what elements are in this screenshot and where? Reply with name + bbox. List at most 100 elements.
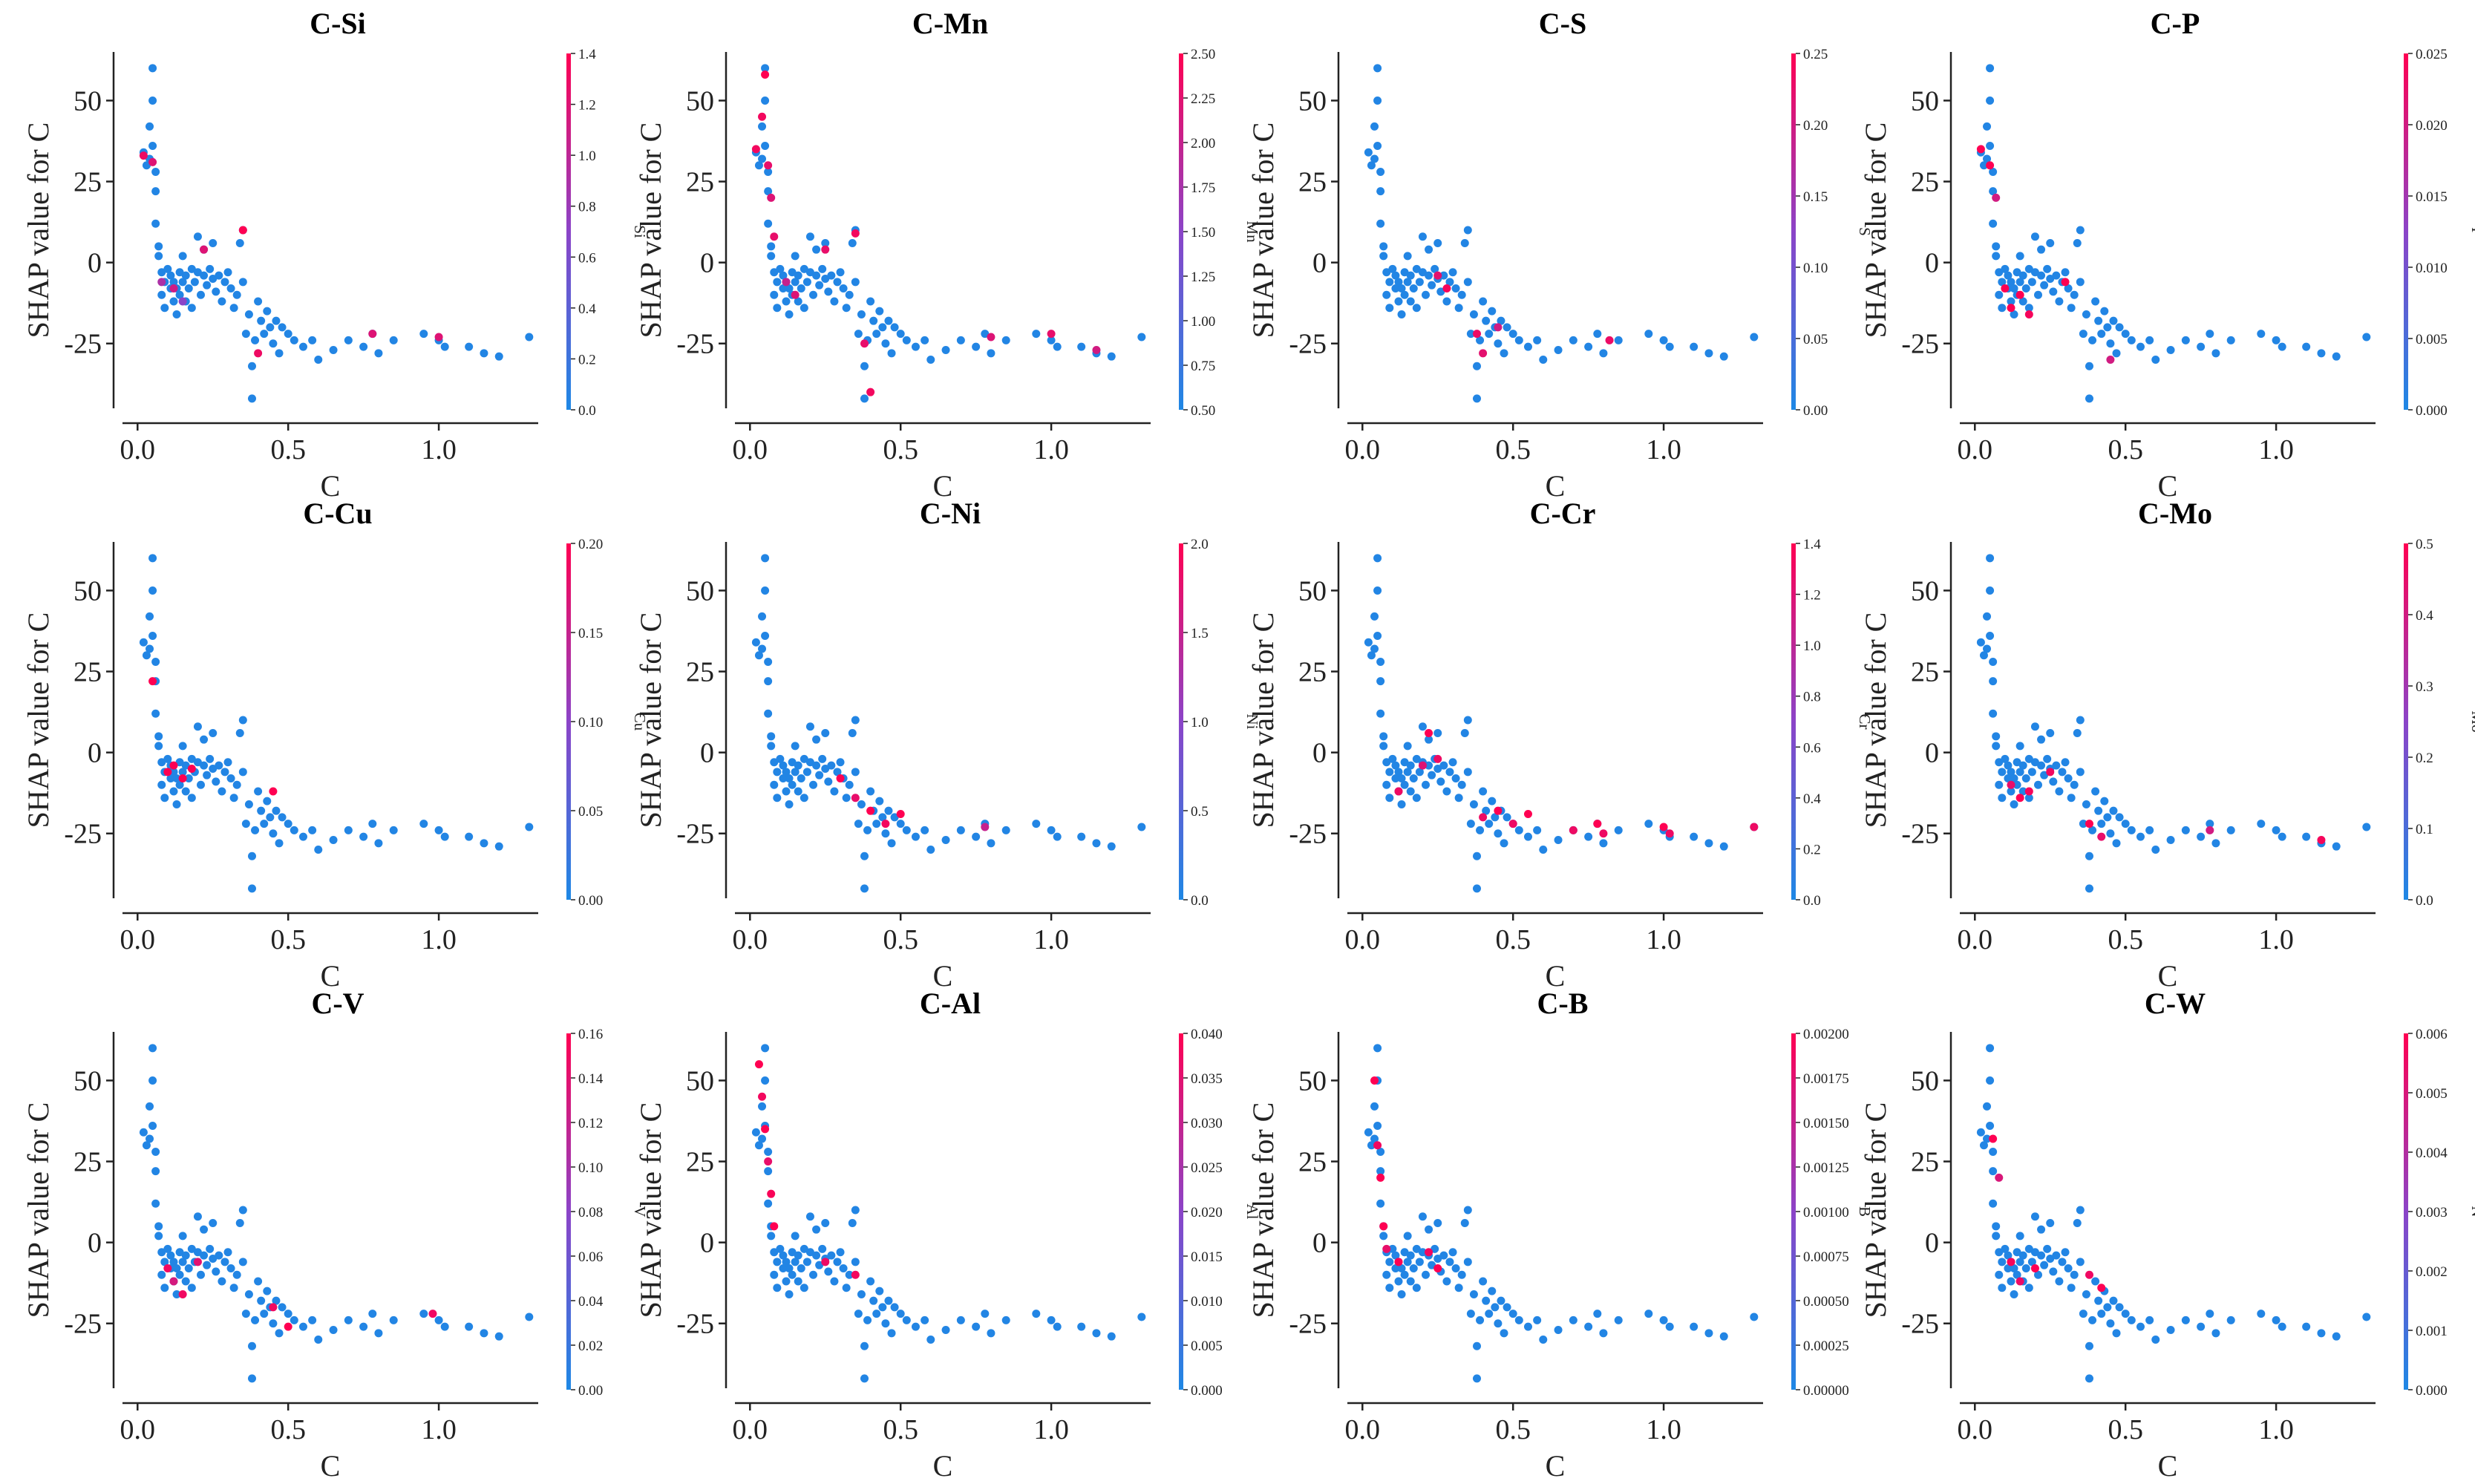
data-point	[773, 1258, 782, 1266]
data-point	[139, 638, 148, 647]
data-point	[284, 820, 292, 828]
colorbar-label: Mo	[2468, 710, 2475, 732]
data-point	[2136, 1322, 2145, 1331]
data-point	[921, 336, 929, 344]
colorbar-tick-label: 0.00075	[1803, 1249, 1849, 1265]
panel-title: C-Mn	[912, 7, 988, 40]
data-point	[785, 1264, 794, 1273]
data-point	[2127, 336, 2136, 344]
data-point	[866, 806, 875, 815]
data-point	[166, 271, 175, 280]
data-point	[2055, 297, 2064, 306]
data-point	[151, 167, 160, 176]
colorbar-tick-label: 0.025	[1191, 1160, 1223, 1176]
y-tick-label: 25	[1911, 167, 1939, 198]
data-point	[773, 768, 782, 777]
data-point	[764, 161, 773, 170]
data-point	[851, 716, 860, 725]
data-point	[2015, 252, 2024, 261]
data-point	[824, 777, 833, 786]
data-point	[465, 1322, 474, 1331]
data-point	[818, 1244, 827, 1253]
data-point	[2021, 774, 2030, 783]
data-point	[1415, 1258, 1424, 1266]
data-point	[1457, 290, 1466, 299]
data-point	[1373, 96, 1382, 105]
data-point	[2097, 1310, 2106, 1318]
data-point	[1428, 771, 1436, 779]
data-point	[911, 342, 920, 351]
data-point	[921, 1315, 929, 1324]
data-point	[2010, 310, 2018, 318]
data-point	[1433, 754, 1442, 763]
data-point	[1466, 1310, 1475, 1318]
data-point	[896, 1310, 905, 1318]
data-point	[887, 839, 896, 848]
data-point	[1983, 612, 1992, 621]
data-point	[178, 1258, 187, 1266]
y-tick-label: 50	[686, 575, 714, 607]
data-point	[839, 284, 848, 293]
colorbar-label: P	[2468, 227, 2475, 236]
data-point	[1989, 1199, 1998, 1208]
data-point	[836, 774, 845, 783]
panel-c-mn: C-Mn -25 0 25 50 0.0 0.5 1.0 SHAP value for C C 0.…	[634, 7, 1261, 503]
data-point	[2109, 316, 2118, 325]
data-point	[175, 758, 184, 767]
data-point	[851, 794, 860, 803]
data-point	[776, 264, 785, 273]
colorbar-label: Ni	[1243, 714, 1261, 730]
data-point	[160, 1284, 169, 1292]
data-point	[1463, 1206, 1472, 1215]
data-point	[785, 1289, 794, 1298]
x-tick-label: 0.0	[733, 1414, 768, 1445]
data-point	[972, 832, 981, 841]
data-point	[776, 754, 785, 763]
data-point	[212, 287, 220, 296]
data-point	[197, 780, 206, 789]
data-point	[2136, 832, 2145, 841]
x-tick-label: 0.0	[1345, 434, 1381, 465]
data-point	[1425, 735, 1433, 744]
data-point	[2058, 1258, 2067, 1266]
data-point	[1485, 820, 1494, 828]
data-point	[1719, 352, 1728, 361]
data-point	[278, 323, 287, 332]
colorbar-tick-label: 0.025	[2416, 47, 2448, 62]
data-point	[972, 1322, 981, 1331]
data-point	[172, 774, 181, 783]
data-point	[359, 342, 368, 351]
data-point	[1409, 774, 1418, 783]
data-point	[434, 333, 443, 341]
data-point	[761, 1044, 770, 1053]
colorbar	[1179, 1033, 1183, 1390]
data-point	[2112, 839, 2121, 848]
data-point	[1992, 252, 2001, 261]
colorbar-tick-label: 2.25	[1191, 91, 1215, 107]
data-point	[2010, 1264, 2018, 1273]
colorbar-tick-label: 0.2	[578, 352, 596, 367]
data-point	[884, 1296, 893, 1305]
data-point	[800, 1284, 808, 1292]
data-point	[1497, 316, 1505, 325]
data-point	[169, 297, 178, 306]
data-point	[260, 330, 269, 339]
data-point	[244, 800, 253, 808]
data-point	[2085, 851, 2093, 860]
data-point	[2049, 1267, 2058, 1276]
x-tick-label: 1.0	[421, 1414, 457, 1445]
data-point	[157, 290, 166, 299]
data-point	[1385, 278, 1394, 287]
data-point	[869, 316, 878, 325]
data-point	[1992, 742, 2001, 751]
colorbar-tick-label: 2.0	[1191, 537, 1209, 552]
data-point	[987, 349, 995, 358]
data-point	[2001, 264, 2010, 273]
data-point	[200, 1251, 209, 1260]
x-tick-label: 0.0	[120, 924, 156, 955]
data-point	[1442, 787, 1451, 796]
data-point	[1364, 638, 1373, 647]
data-point	[857, 310, 866, 318]
data-point	[2145, 826, 2154, 834]
data-point	[802, 278, 811, 287]
